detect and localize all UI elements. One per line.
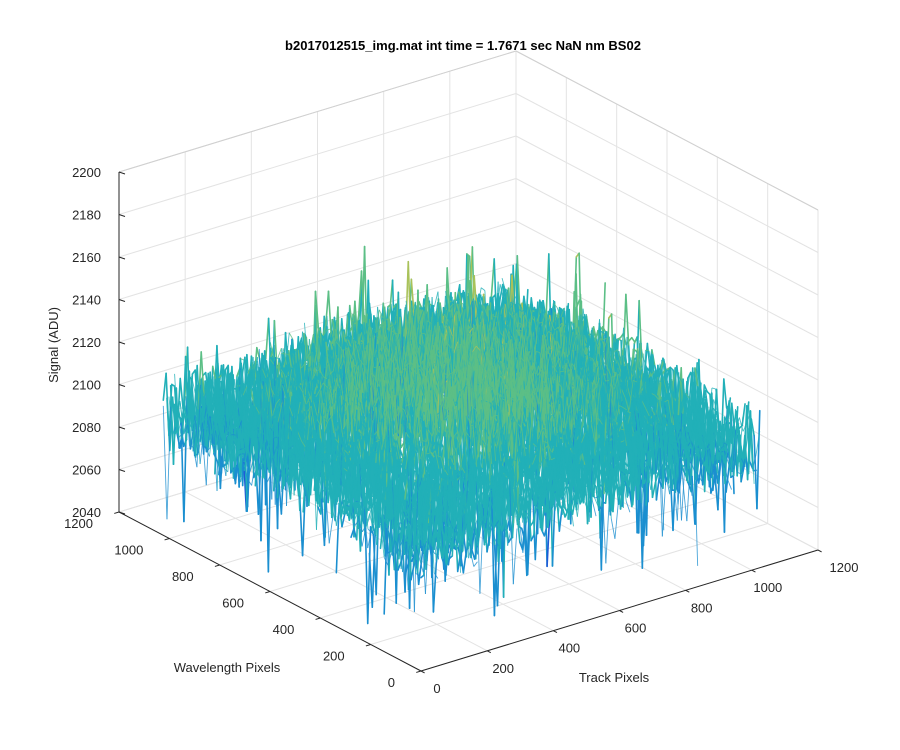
surface-segment xyxy=(280,446,285,487)
surface-segment xyxy=(197,351,203,410)
chart-title: b2017012515_img.mat int time = 1.7671 se… xyxy=(285,38,641,53)
surface-segment xyxy=(179,377,184,410)
surface-segment xyxy=(457,291,463,305)
surface-segment xyxy=(357,270,363,317)
surface-segment xyxy=(264,418,270,573)
surface-segment xyxy=(446,267,451,320)
surface-segment xyxy=(262,360,268,383)
grid-line xyxy=(515,93,819,253)
surface-segment xyxy=(260,415,265,542)
grid-line xyxy=(118,135,517,258)
surface-segment xyxy=(273,319,278,376)
grid-line xyxy=(515,178,819,338)
grid-line xyxy=(118,178,517,300)
surface-segment xyxy=(473,275,478,317)
surface-segment xyxy=(324,290,330,327)
surface-segment xyxy=(501,283,507,297)
surface-segment xyxy=(200,351,205,398)
surface-segment xyxy=(173,403,178,435)
surface-segment xyxy=(211,365,217,381)
grid-line xyxy=(320,496,718,619)
grid-line xyxy=(118,93,517,215)
surface-segment xyxy=(499,283,504,302)
grid-line xyxy=(515,263,819,423)
surface-segment xyxy=(410,278,415,318)
grid-line xyxy=(118,220,517,343)
grid-line xyxy=(515,220,819,381)
surface-segment xyxy=(322,325,327,337)
surface-segment xyxy=(180,423,185,448)
surface-segment xyxy=(516,254,521,318)
surface-segment xyxy=(192,406,197,449)
grid-line xyxy=(515,135,819,296)
surface-mesh xyxy=(162,245,761,625)
surface-segment xyxy=(418,300,423,309)
surface-segment xyxy=(342,331,347,344)
surface-segment xyxy=(314,290,320,329)
surface-segment xyxy=(630,336,636,343)
surface-segment xyxy=(189,392,194,409)
box-edge xyxy=(118,50,517,173)
grid-line xyxy=(370,523,768,645)
box-edge xyxy=(515,50,819,211)
surface-segment xyxy=(176,433,181,449)
